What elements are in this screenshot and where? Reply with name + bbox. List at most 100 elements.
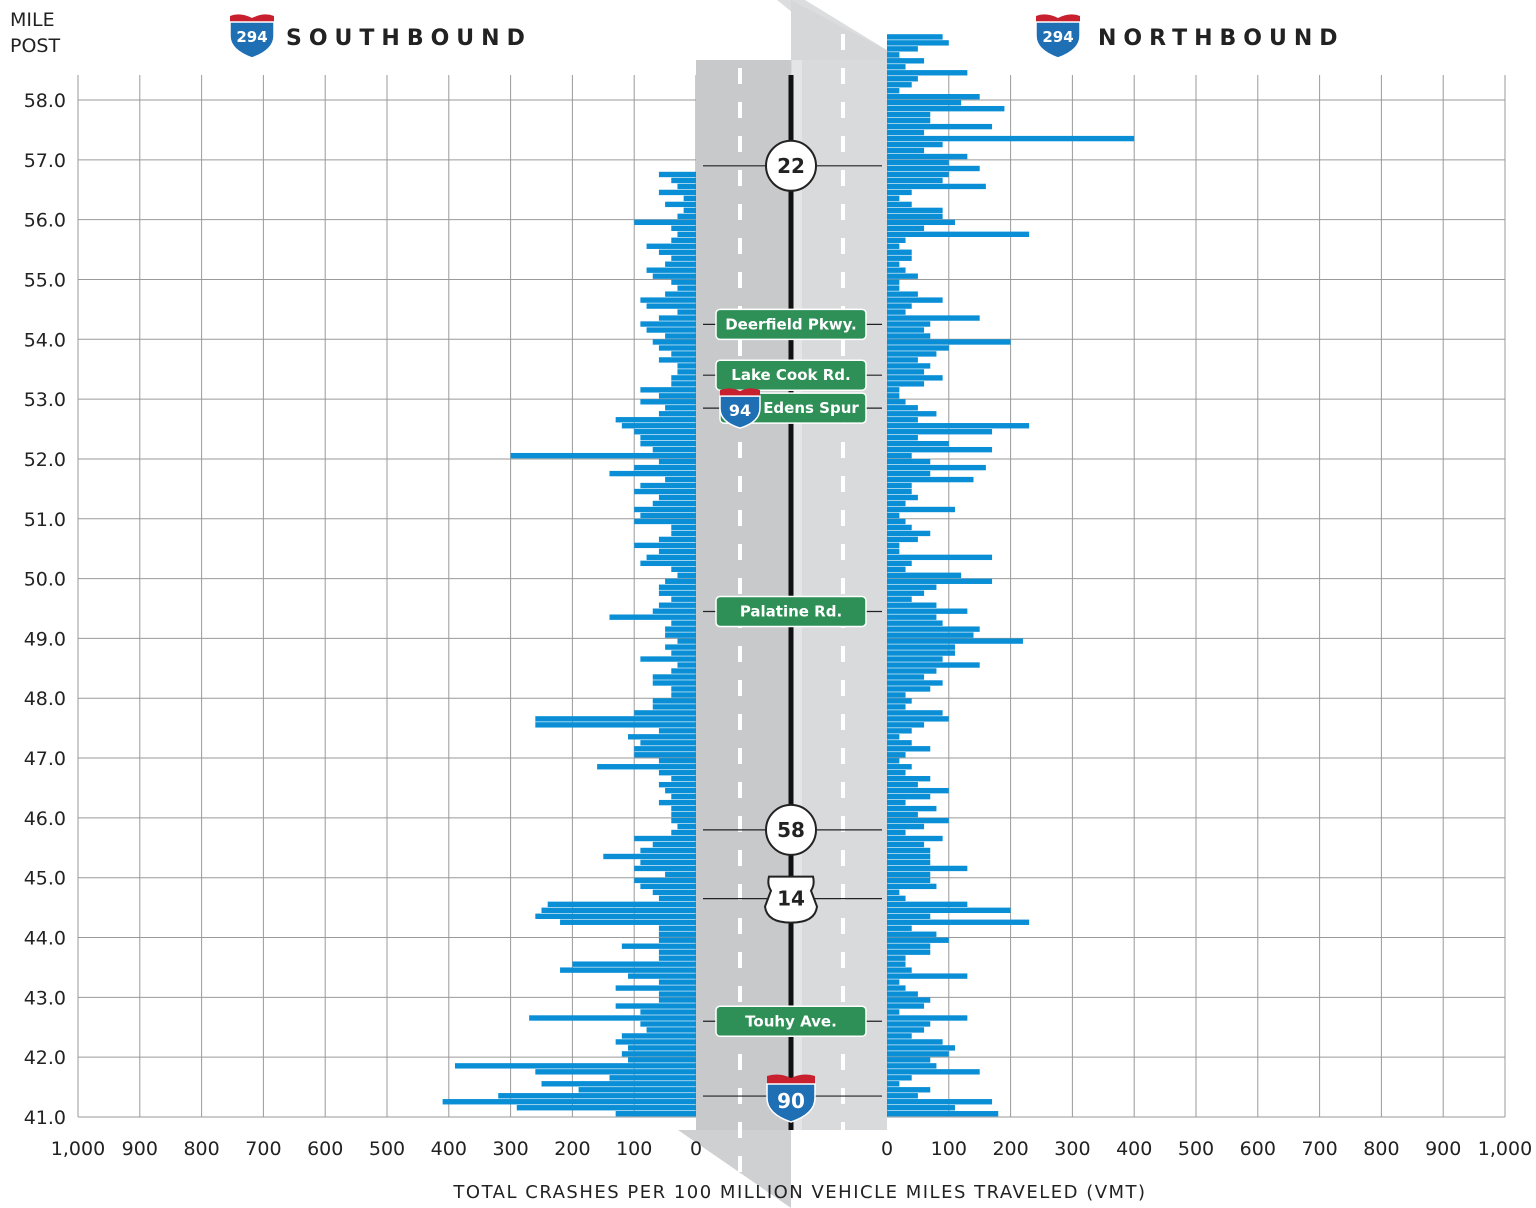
bar-northbound [887,931,937,937]
bar-northbound [887,865,968,872]
bar-southbound [640,847,696,854]
x-tick-label-northbound: 700 [1301,1138,1337,1160]
bar-southbound [677,369,696,375]
bar-northbound [887,524,912,531]
bar-southbound [671,596,696,602]
bar-northbound [887,596,912,602]
bar-northbound [887,1027,925,1033]
bar-northbound [887,1105,955,1111]
bar-northbound [887,985,906,991]
bar-southbound [634,752,696,758]
bar-southbound [671,811,696,818]
bar-northbound [887,590,925,596]
bar-southbound [683,195,696,202]
bar-southbound [671,793,696,800]
bar-southbound [658,548,696,555]
northbound-shield-icon: 294 [1035,14,1081,59]
bar-northbound [887,626,980,632]
bar-northbound [887,34,943,40]
bar-northbound [887,153,968,160]
bar-northbound [887,823,925,830]
bar-southbound [665,787,696,794]
interstate-94-shield-icon: 94 [719,388,761,429]
bar-southbound [640,399,696,405]
bar-northbound [887,674,925,680]
bar-southbound [634,542,696,549]
bar-southbound [671,805,696,812]
bar-northbound [887,111,931,118]
bar-southbound [658,925,696,931]
bar-northbound [887,458,931,465]
bar-southbound [652,698,696,704]
bar-southbound [665,871,696,878]
bar-southbound [665,644,696,650]
bar-southbound [634,865,696,872]
y-tick-label: 43.0 [24,987,66,1009]
x-tick-label-northbound: 300 [1054,1138,1090,1160]
x-tick-label-southbound: 400 [431,1138,467,1160]
y-tick-label: 51.0 [24,509,66,531]
bar-southbound [615,1003,696,1009]
southbound-shield-number: 294 [236,28,267,46]
bar-southbound [671,650,696,656]
x-tick-label-northbound: 0 [881,1138,893,1160]
bar-southbound [640,387,696,393]
bar-southbound [640,1009,696,1015]
bar-southbound [665,405,696,411]
x-tick-label-southbound: 700 [245,1138,281,1160]
bar-northbound [887,518,906,525]
bar-northbound [887,482,912,489]
bar-southbound [677,309,696,315]
bar-southbound [640,435,696,441]
bar-southbound [677,183,696,190]
x-tick-label-southbound: 0 [690,1138,702,1160]
bar-northbound [887,925,912,931]
bar-northbound [887,710,943,716]
bar-southbound [634,488,696,495]
interstate-number: 94 [729,401,751,420]
bar-southbound [640,740,696,746]
y-tick-label: 48.0 [24,688,66,710]
bar-northbound [887,650,955,656]
bar-northbound [887,740,912,746]
bar-southbound [671,237,696,243]
y-tick-label: 49.0 [24,628,66,650]
bar-southbound [454,1063,696,1069]
bar-southbound [658,584,696,590]
bar-northbound [887,1015,968,1021]
bar-southbound [658,393,696,399]
bar-northbound [887,566,906,573]
bar-northbound [887,877,931,884]
bar-northbound [887,680,943,686]
y-tick-label: 44.0 [24,928,66,950]
bar-southbound [665,632,696,638]
bar-northbound [887,411,937,417]
bar-northbound [887,817,949,824]
bar-southbound [634,746,696,752]
bar-southbound [658,799,696,806]
bar-northbound [887,213,943,220]
bar-southbound [658,955,696,961]
bar-northbound [887,135,1135,142]
northbound-shield-number: 294 [1042,28,1073,46]
bar-northbound [887,452,912,459]
bar-southbound [677,285,696,291]
bar-southbound [621,943,696,949]
shield-top [767,1074,815,1085]
interstate-90-shield-icon: 90 [766,1074,816,1123]
bar-northbound [887,835,943,842]
bar-northbound [887,955,906,961]
bar-southbound [658,494,696,501]
bar-northbound [887,805,937,812]
bar-southbound [560,919,696,925]
bar-northbound [887,889,900,896]
bar-northbound [887,961,906,967]
bar-northbound [887,405,918,411]
y-tick-label: 53.0 [24,389,66,411]
bar-northbound [887,399,906,405]
bar-southbound [640,512,696,519]
shield-top [720,388,760,397]
bar-northbound [887,464,986,471]
bar-southbound [652,446,696,453]
bar-northbound [887,638,1023,644]
